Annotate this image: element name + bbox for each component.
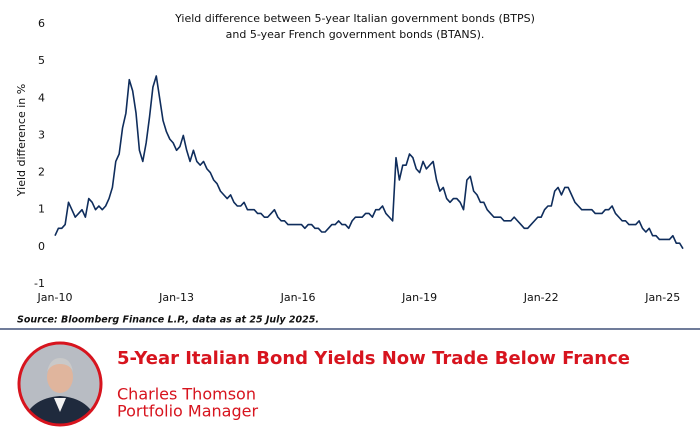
x-tick-label: Jan-13 — [158, 291, 194, 304]
x-tick-label: Jan-16 — [280, 291, 316, 304]
author-name: Charles Thomson — [117, 385, 256, 404]
chart-title: Yield difference between 5-year Italian … — [174, 12, 535, 25]
x-tick-label: Jan-25 — [644, 291, 680, 304]
y-tick-label: 0 — [38, 240, 45, 253]
y-tick-label: 3 — [38, 128, 45, 141]
chart-title: and 5-year French government bonds (BTAN… — [226, 28, 485, 41]
y-tick-label: 5 — [38, 54, 45, 67]
source: Source: Bloomberg Finance L.P., data as … — [17, 315, 319, 326]
y-tick-label: 4 — [38, 91, 45, 104]
y-axis-label: Yield difference in % — [15, 84, 28, 197]
footer-headline: 5-Year Italian Bond Yields Now Trade Bel… — [117, 348, 630, 369]
y-tick-label: 2 — [38, 166, 45, 179]
y-tick-label: 6 — [38, 17, 45, 30]
y-tick-label: 1 — [38, 203, 45, 216]
x-tick-label: Jan-19 — [401, 291, 437, 304]
x-tick-label: Jan-10 — [37, 291, 73, 304]
author-role: Portfolio Manager — [117, 402, 258, 421]
x-tick-label: Jan-22 — [523, 291, 559, 304]
y-tick-label: -1 — [34, 277, 45, 290]
series-line — [54, 75, 684, 250]
portrait — [17, 341, 103, 427]
